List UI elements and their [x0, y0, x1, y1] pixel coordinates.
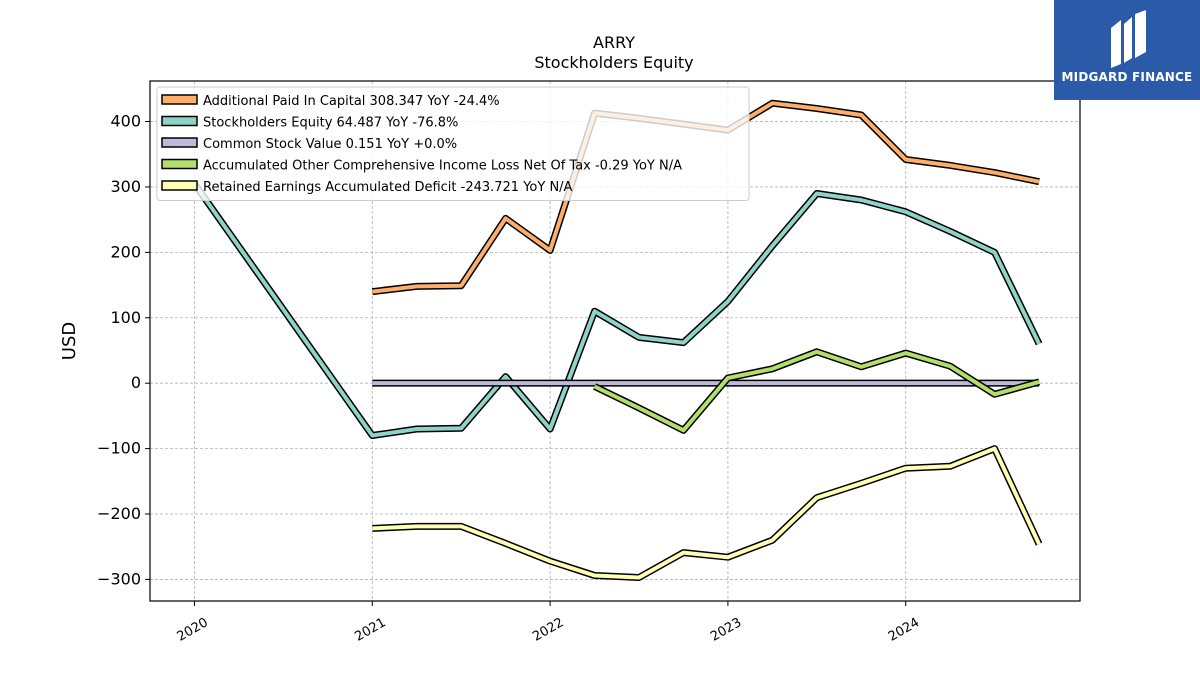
- legend: Additional Paid In Capital 308.347 YoY -…: [156, 86, 750, 201]
- legend-label: Common Stock Value 0.151 YoY +0.0%: [203, 137, 457, 152]
- series-line: [192, 182, 1041, 438]
- logo-text: MIDGARD FINANCE: [1061, 70, 1193, 84]
- chart-title: ARRY: [593, 33, 635, 52]
- legend-label: Retained Earnings Accumulated Deficit -2…: [203, 180, 573, 195]
- y-tick-label: 300: [110, 177, 141, 196]
- legend-swatch: [161, 137, 198, 148]
- series-line: [372, 446, 1041, 580]
- y-tick-label: −100: [97, 439, 141, 458]
- legend-label: Additional Paid In Capital 308.347 YoY -…: [203, 94, 500, 109]
- legend-box: [156, 86, 750, 201]
- y-tick-label: −300: [97, 569, 141, 588]
- x-tick-label: 2023: [708, 615, 744, 645]
- y-tick-label: −200: [97, 504, 141, 523]
- series-line: [593, 349, 1040, 433]
- logo-mark-icon: [1111, 10, 1146, 68]
- legend-swatch: [161, 94, 198, 105]
- legend-label: Accumulated Other Comprehensive Income L…: [203, 159, 682, 174]
- y-tick-label: 400: [110, 112, 141, 131]
- x-tick-label: 2020: [175, 615, 211, 645]
- y-axis-label: USD: [59, 322, 80, 360]
- x-tick-label: 2022: [530, 615, 566, 645]
- x-tick-label: 2024: [886, 615, 922, 645]
- y-tick-label: 200: [110, 242, 141, 261]
- legend-swatch: [161, 158, 198, 170]
- x-axis: 2020 2021 2022 2023 2024: [175, 601, 922, 645]
- chart-subtitle: Stockholders Equity: [534, 53, 693, 72]
- plot-area-frame: [149, 80, 1081, 602]
- y-tick-label: 100: [110, 308, 141, 327]
- y-axis: −300 −200 −100 0 100 200 300 400: [97, 112, 150, 588]
- legend-label: Stockholders Equity 64.487 YoY -76.8%: [203, 116, 458, 131]
- brand-logo: MIDGARD FINANCE: [1054, 0, 1200, 100]
- legend-swatch: [161, 180, 198, 191]
- y-tick-label: 0: [131, 373, 141, 392]
- legend-swatch: [161, 115, 198, 127]
- x-tick-label: 2021: [352, 615, 388, 645]
